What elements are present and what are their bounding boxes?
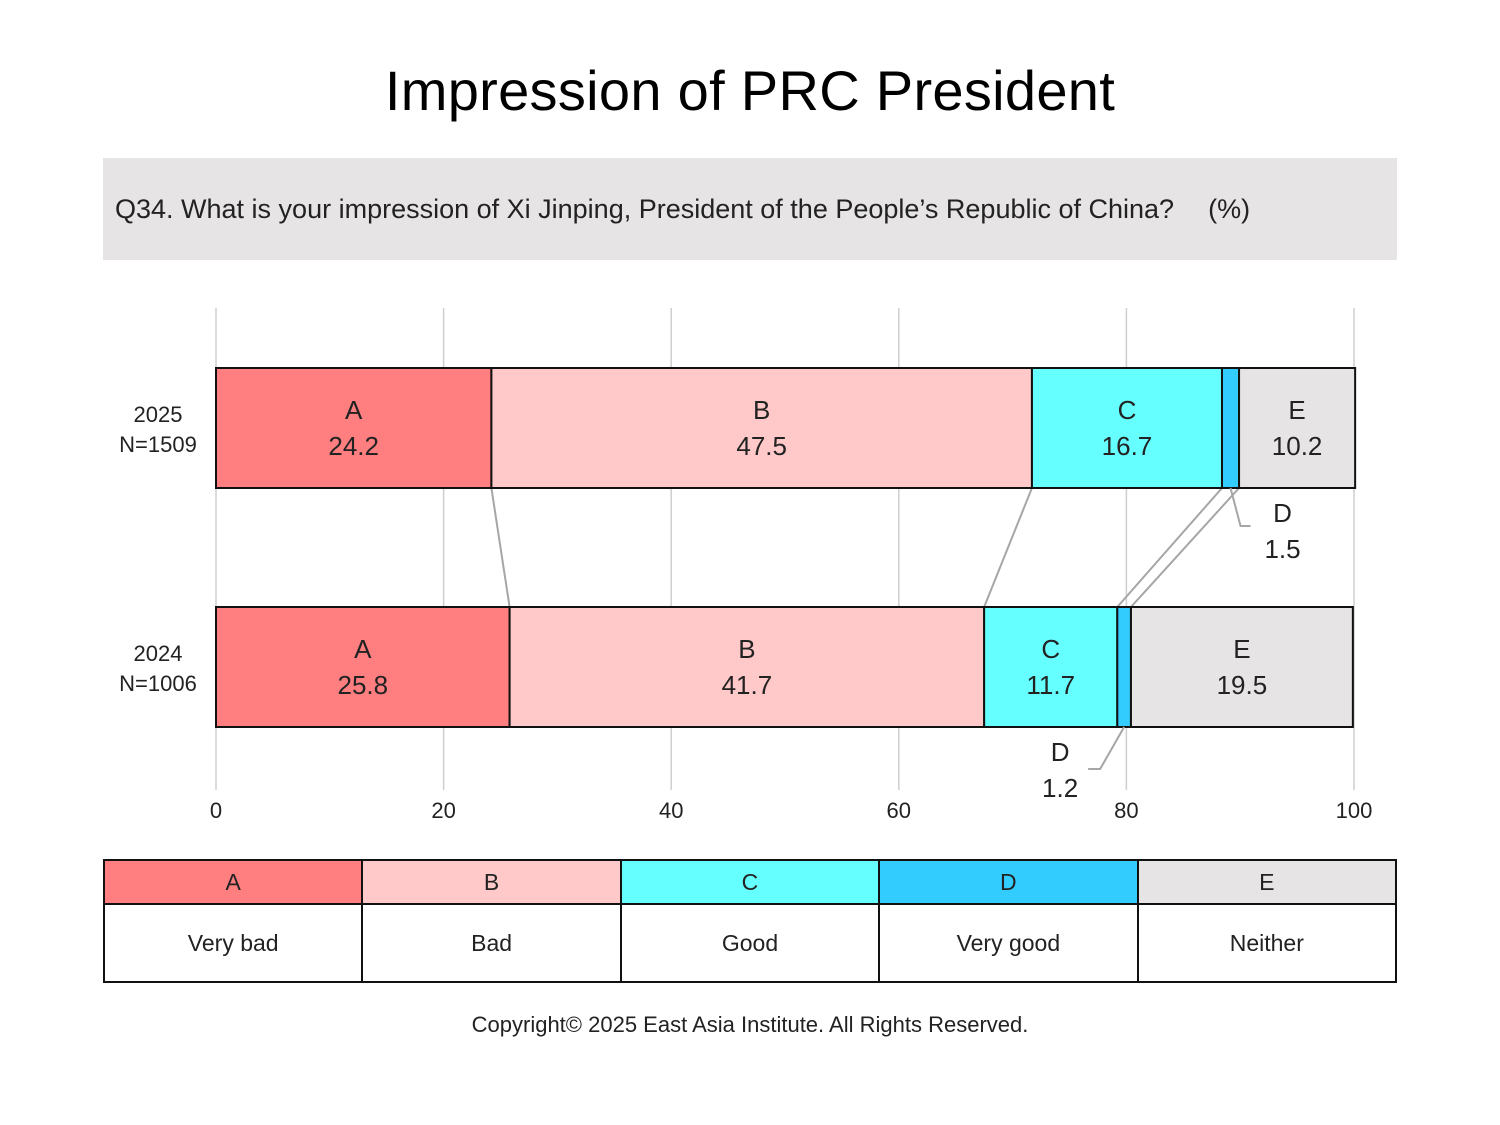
segment-code-e-2024: E (1233, 634, 1250, 664)
legend-code-a: A (102, 859, 364, 905)
legend-code-e: E (1136, 859, 1398, 905)
callout-value-d-2025: 1.5 (1264, 534, 1300, 564)
category-n-2024: N=1006 (119, 671, 197, 696)
bar-segment-a-2025 (215, 367, 493, 489)
unit-label: (%) (1208, 193, 1251, 224)
connector-line-b (983, 487, 1033, 608)
segment-code-b-2025: B (753, 395, 770, 425)
x-tick-60: 60 (887, 798, 911, 823)
question-text: Q34. What is your impression of Xi Jinpi… (115, 193, 1175, 224)
bar-segment-a-2024 (215, 606, 511, 728)
legend-label-c: Good (619, 903, 881, 983)
segment-value-c-2024: 11.7 (1026, 670, 1075, 700)
category-year-2025: 2025 (134, 402, 183, 427)
legend-code-c-text: C (741, 868, 759, 895)
bar-segment-e-2024 (1129, 606, 1354, 728)
bar-segment-e-2025 (1238, 367, 1357, 489)
bar-segment-d-2024 (1116, 606, 1132, 728)
segment-value-a-2025: 24.2 (328, 431, 379, 461)
chart-title: Impression of PRC President (384, 59, 1116, 122)
legend-label-a: Very bad (102, 903, 364, 983)
segment-value-a-2024: 25.8 (337, 670, 388, 700)
segment-code-c-2025: C (1118, 395, 1137, 425)
segment-value-b-2024: 41.7 (722, 670, 773, 700)
segment-value-e-2024: 19.5 (1217, 670, 1268, 700)
category-n-2025: N=1509 (119, 432, 197, 457)
segment-value-c-2025: 16.7 (1102, 431, 1153, 461)
legend-code-a-text: A (225, 868, 241, 895)
callout-line-d-2024 (1088, 726, 1125, 770)
legend-label-b: Bad (361, 903, 622, 983)
segment-code-b-2024: B (738, 634, 755, 664)
copyright-text: Copyright© 2025 East Asia Institute. All… (471, 1012, 1029, 1037)
callout-value-d-2024: 1.2 (1042, 773, 1078, 803)
stacked-bar-chart: 0 20 40 60 80 100 2025 N=1509 2024 N=1006 A 24.2 B 47… (119, 308, 1373, 823)
x-tick-100: 100 (1336, 798, 1373, 823)
segment-value-e-2025: 10.2 (1272, 431, 1323, 461)
segment-code-a-2024: A (354, 634, 372, 664)
connector-line-a (490, 487, 511, 608)
connector-line-d (1130, 487, 1240, 608)
x-tick-80: 80 (1114, 798, 1138, 823)
category-year-2024: 2024 (134, 641, 183, 666)
segment-code-e-2025: E (1288, 395, 1305, 425)
callout-code-d-2025: D (1273, 498, 1292, 528)
callout-code-d-2024: D (1051, 737, 1070, 767)
bar-segment-c-2024 (983, 606, 1119, 728)
connector-line-c (1116, 487, 1223, 608)
legend-label-d: Very good (878, 903, 1139, 983)
x-tick-40: 40 (659, 798, 683, 823)
legend-code-d-text: D (1000, 868, 1017, 895)
legend-code-e-text: E (1259, 868, 1275, 895)
bar-segment-c-2025 (1030, 367, 1223, 489)
question-box: Q34. What is your impression of Xi Jinpi… (103, 158, 1397, 260)
legend-label-e: Neither (1136, 903, 1398, 983)
legend-table: A B C D E Very bad Bad Good Very good Ne… (102, 859, 1398, 983)
legend-code-c: C (619, 859, 881, 905)
legend-code-d: D (878, 859, 1139, 905)
segment-code-c-2024: C (1041, 634, 1060, 664)
segment-value-b-2025: 47.5 (736, 431, 787, 461)
callout-line-d-2025 (1229, 487, 1251, 527)
bar-segment-b-2024 (508, 606, 986, 728)
bar-segment-b-2025 (490, 367, 1033, 489)
legend-code-b-text: B (483, 868, 500, 895)
legend-code-b: B (361, 859, 622, 905)
segment-code-a-2025: A (345, 395, 363, 425)
bar-segment-d-2025 (1220, 367, 1241, 489)
x-tick-0: 0 (210, 798, 222, 823)
x-tick-20: 20 (431, 798, 455, 823)
